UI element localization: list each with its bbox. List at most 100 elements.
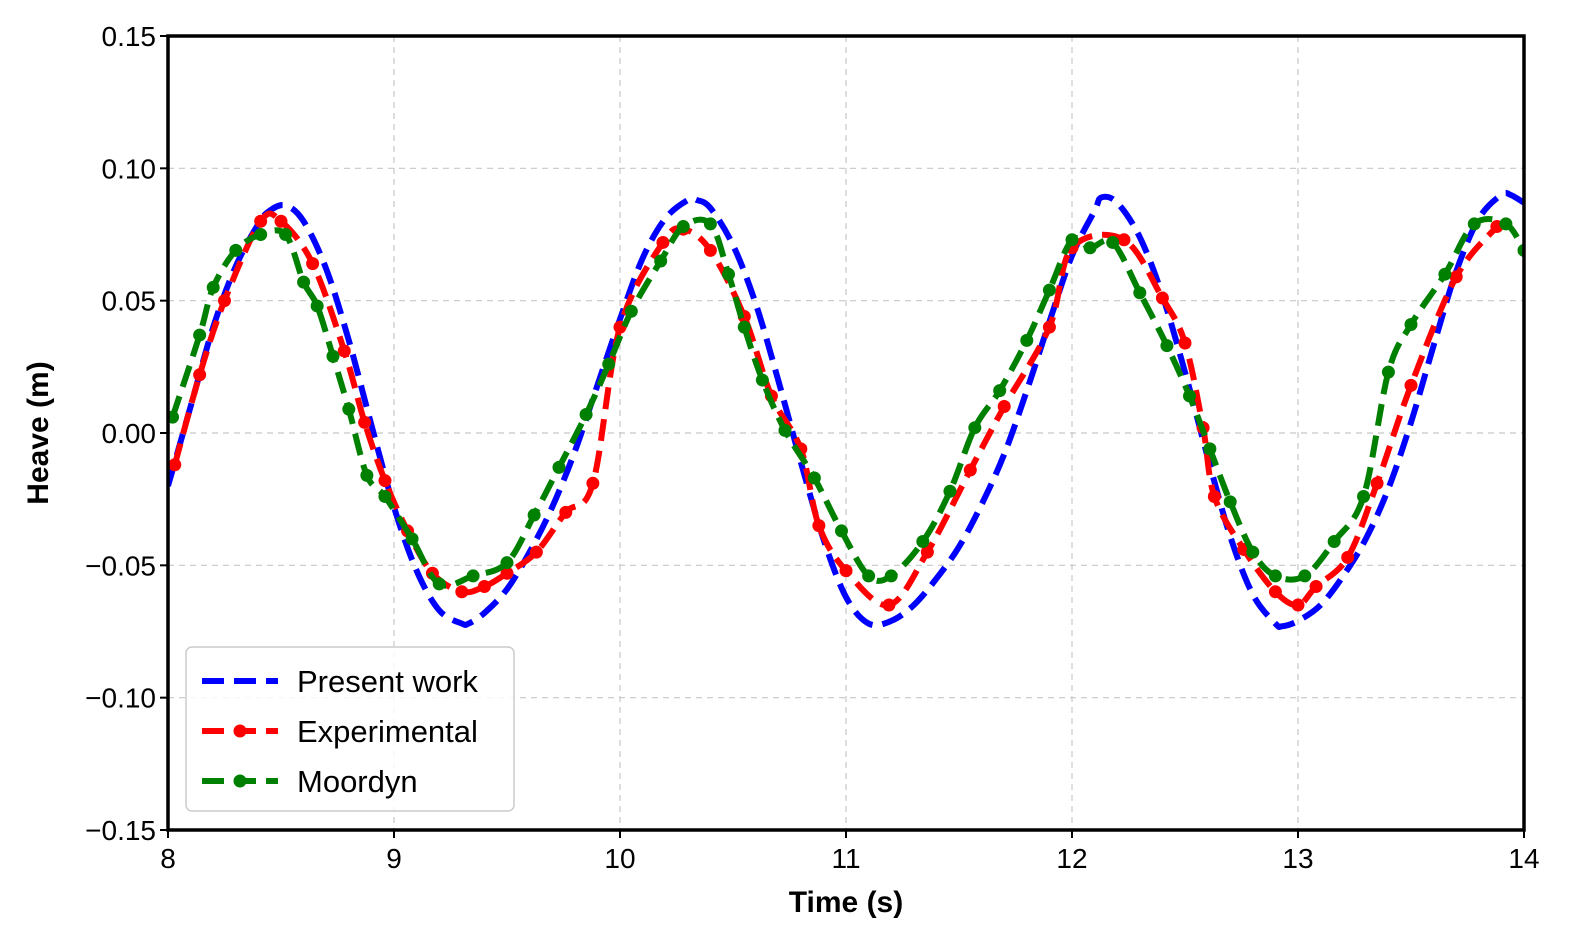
series-experimental xyxy=(168,210,1504,612)
legend-marker-moordyn xyxy=(233,774,247,788)
data-point-moordyn xyxy=(1020,333,1034,347)
x-tick-label: 9 xyxy=(386,843,402,874)
x-tick-label: 10 xyxy=(604,843,635,874)
data-point-experimental xyxy=(1370,476,1384,490)
data-point-moordyn xyxy=(1065,233,1079,247)
data-point-moordyn xyxy=(943,484,957,498)
data-point-moordyn xyxy=(1083,241,1097,255)
x-tick-label: 8 xyxy=(160,843,176,874)
data-point-moordyn xyxy=(703,217,717,231)
data-point-moordyn xyxy=(579,407,593,421)
data-point-moordyn xyxy=(1467,217,1481,231)
data-point-moordyn xyxy=(1357,490,1371,504)
y-tick-label: 0.10 xyxy=(102,153,157,184)
y-tick-label: 0.15 xyxy=(102,21,157,52)
data-point-experimental xyxy=(358,415,372,429)
data-point-moordyn xyxy=(1203,442,1217,456)
data-point-experimental xyxy=(529,545,543,559)
legend-label-present-work: Present work xyxy=(297,664,478,699)
data-point-moordyn xyxy=(1246,545,1260,559)
data-point-moordyn xyxy=(229,243,243,257)
data-point-moordyn xyxy=(193,328,207,342)
x-tick-label: 12 xyxy=(1056,843,1087,874)
data-point-moordyn xyxy=(326,349,340,363)
data-point-experimental xyxy=(920,545,934,559)
data-point-moordyn xyxy=(737,320,751,334)
data-point-experimental xyxy=(274,214,288,228)
data-point-experimental xyxy=(378,474,392,488)
data-point-moordyn xyxy=(206,280,220,294)
data-point-moordyn xyxy=(1298,569,1312,583)
data-point-experimental xyxy=(839,564,853,578)
legend-label-experimental: Experimental xyxy=(297,714,478,749)
data-point-experimental xyxy=(703,243,717,257)
data-point-moordyn xyxy=(378,490,392,504)
data-point-experimental xyxy=(254,214,268,228)
axis-ticks: 8 9 10 11 12 13 14 −0.15 −0.10 −0.05 0.00 0.05 0.10 0… xyxy=(85,21,1539,874)
series-line-experimental xyxy=(171,210,1500,609)
data-point-experimental xyxy=(218,294,231,308)
data-point-moordyn xyxy=(1327,535,1341,549)
data-point-moordyn xyxy=(778,423,792,437)
data-point-moordyn xyxy=(1268,569,1282,583)
data-point-experimental xyxy=(500,566,514,580)
data-point-moordyn xyxy=(466,569,480,583)
data-point-moordyn xyxy=(807,471,821,485)
legend: Present work Experimental Moordyn xyxy=(185,646,515,812)
data-point-experimental xyxy=(1117,233,1131,247)
data-point-moordyn xyxy=(552,460,566,474)
data-point-experimental xyxy=(812,519,826,533)
data-point-moordyn xyxy=(916,535,930,549)
x-tick-label: 13 xyxy=(1282,843,1313,874)
data-point-experimental xyxy=(455,585,469,599)
data-point-experimental xyxy=(656,235,670,249)
data-point-moordyn xyxy=(1499,217,1513,231)
y-axis-title: Heave (m) xyxy=(22,361,55,504)
legend-marker-experimental xyxy=(233,724,247,738)
data-point-moordyn xyxy=(297,275,311,289)
data-point-moordyn xyxy=(1183,389,1197,403)
data-point-moordyn xyxy=(834,524,848,538)
data-point-experimental xyxy=(1309,580,1323,594)
data-point-experimental xyxy=(882,598,896,612)
y-tick-label: 0.00 xyxy=(102,418,157,449)
x-axis-title: Time (s) xyxy=(789,886,903,919)
data-point-moordyn xyxy=(1106,235,1120,249)
data-point-moordyn xyxy=(1404,317,1418,331)
data-point-moordyn xyxy=(360,468,374,482)
data-point-moordyn xyxy=(254,228,268,241)
data-point-experimental xyxy=(1155,291,1169,305)
data-point-moordyn xyxy=(279,228,293,241)
data-point-moordyn xyxy=(1042,283,1056,297)
y-tick-label: 0.05 xyxy=(102,286,157,317)
data-point-experimental xyxy=(477,580,491,594)
data-point-moordyn xyxy=(993,384,1007,398)
data-point-moordyn xyxy=(342,402,356,416)
x-tick-label: 11 xyxy=(831,843,860,874)
data-point-moordyn xyxy=(1160,339,1174,353)
data-point-experimental xyxy=(1042,320,1056,334)
data-point-experimental xyxy=(586,476,600,490)
legend-label-moordyn: Moordyn xyxy=(297,764,418,799)
data-point-moordyn xyxy=(310,299,324,313)
data-point-moordyn xyxy=(432,577,446,591)
data-point-moordyn xyxy=(721,267,735,281)
data-point-experimental xyxy=(1268,585,1282,599)
data-point-experimental xyxy=(963,463,977,477)
legend-box xyxy=(185,646,515,812)
data-point-moordyn xyxy=(500,556,514,570)
data-point-experimental xyxy=(1404,378,1418,392)
data-point-moordyn xyxy=(676,220,690,234)
data-point-experimental xyxy=(997,400,1011,414)
series-line-moordyn xyxy=(169,216,1524,589)
data-point-experimental xyxy=(193,368,207,382)
data-point-experimental xyxy=(559,505,573,519)
data-point-moordyn xyxy=(1133,286,1147,300)
data-point-experimental xyxy=(1449,270,1463,284)
data-point-moordyn xyxy=(884,569,898,583)
series-layer xyxy=(168,189,1524,630)
data-point-moordyn xyxy=(527,508,541,522)
data-point-experimental xyxy=(306,257,320,271)
series-moordyn xyxy=(168,216,1524,591)
